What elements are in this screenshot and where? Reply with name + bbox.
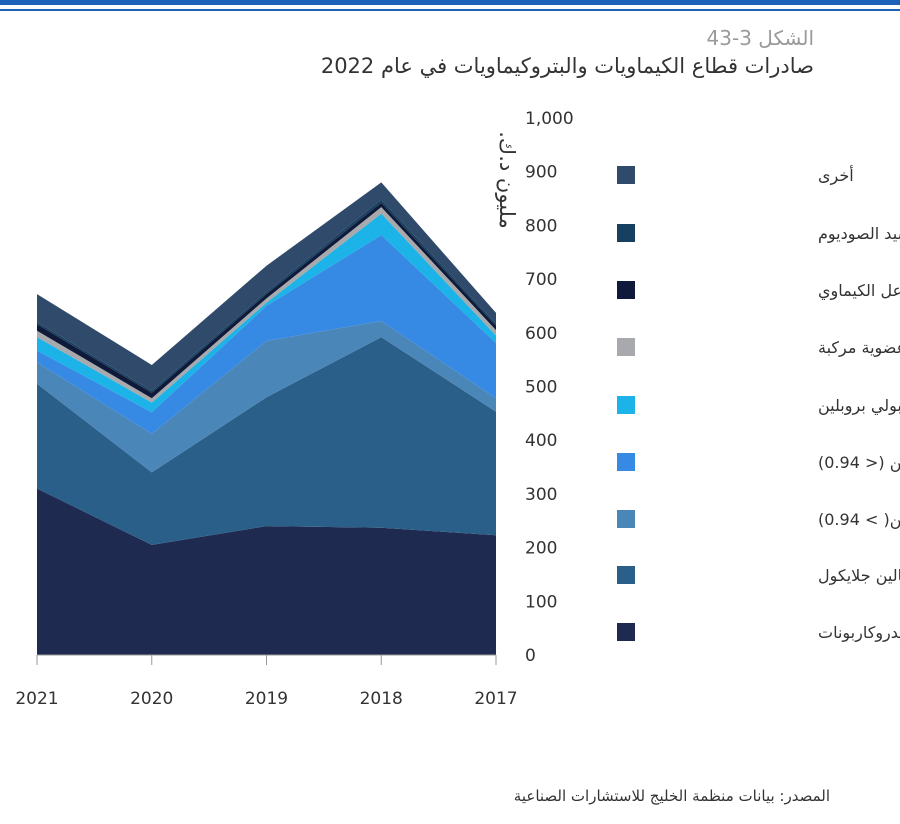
stacked-area-chart: 2021 2020 2019 2018 2017 0 100 200 300 400 500 600 7… — [15, 109, 900, 709]
legend-label: أخرى — [818, 165, 854, 186]
y-tick-label: 200 — [525, 539, 557, 559]
x-tick-label: 2018 — [360, 689, 403, 709]
legend-swatch — [617, 623, 635, 641]
legend-swatch — [617, 566, 635, 584]
y-tick-label: 300 — [525, 485, 557, 505]
legend-swatch — [617, 281, 635, 299]
y-tick-label: 0 — [525, 646, 536, 666]
y-tick-label: 800 — [525, 216, 557, 236]
y-tick-label: 700 — [525, 270, 557, 290]
area-series-9 — [37, 182, 496, 391]
legend-swatch — [617, 396, 635, 414]
legend-label: بولي ايثلن( > 0.94) — [818, 510, 900, 530]
legend-label: هيدروكسيد الصوديوم — [818, 224, 900, 244]
top-accent-line — [0, 9, 900, 11]
legend-swatch — [617, 338, 635, 356]
area-series-4 — [37, 235, 496, 434]
legend-label: بولي بروبلين — [818, 396, 900, 416]
figure-title: صادرات قطاع الكيماويات والبتروكيماويات ف… — [320, 54, 814, 78]
y-tick-label: 600 — [525, 324, 557, 344]
legend-label: مشتقات الهيدروكاربونات — [818, 623, 900, 643]
y-axis-title: مليون د.ك. — [495, 131, 519, 229]
x-tick-label: 2017 — [474, 689, 517, 709]
area-series-1 — [37, 488, 496, 655]
legend-swatch — [617, 453, 635, 471]
top-accent-bar — [0, 0, 900, 5]
y-tick-label: 400 — [525, 431, 557, 451]
x-tick-label: 2019 — [245, 689, 288, 709]
area-series-3 — [37, 321, 496, 473]
area-series-2 — [37, 337, 496, 545]
y-tick-label: 500 — [525, 378, 557, 398]
legend-label: مذيبات عضوية مركبة — [818, 338, 900, 358]
x-tick-label: 2021 — [15, 689, 58, 709]
y-tick-label: 100 — [525, 592, 557, 612]
legend-label: بولي ايثلن (< 0.94) — [818, 453, 900, 473]
source-note: المصدر: بيانات منظمة الخليج للاستشارات ا… — [513, 787, 830, 805]
y-tick-label: 900 — [525, 163, 557, 183]
figure-number: الشكل 3-43 — [706, 26, 814, 50]
x-tick-label: 2020 — [130, 689, 173, 709]
legend-label: ايثالين جلايكول — [818, 566, 900, 586]
y-tick-label: 1,000 — [525, 109, 574, 129]
legend-swatch — [617, 224, 635, 242]
legend-label: مبدئات للتفاعل الكيماوي — [818, 281, 900, 301]
legend-swatch — [617, 166, 635, 184]
legend-swatch — [617, 510, 635, 528]
